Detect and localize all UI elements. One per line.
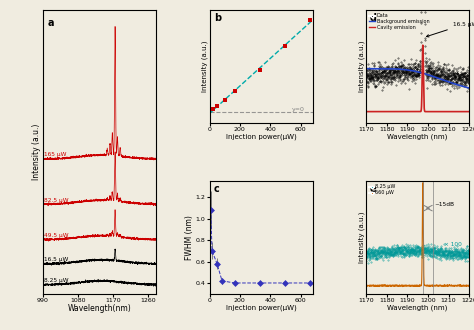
X-axis label: Wavelength(nm): Wavelength(nm) <box>68 304 131 313</box>
Y-axis label: Intensity (a.u.): Intensity (a.u.) <box>358 212 365 263</box>
Legend: 8.25 μW, 660 μW: 8.25 μW, 660 μW <box>368 183 397 196</box>
Text: ~15dB: ~15dB <box>434 202 454 207</box>
Text: b: b <box>214 13 221 23</box>
Text: d: d <box>369 13 376 23</box>
Text: 16.5 μW: 16.5 μW <box>44 257 68 262</box>
Text: × 100: × 100 <box>445 242 462 247</box>
Text: 165 μW: 165 μW <box>44 152 66 157</box>
Text: 16.5 μW: 16.5 μW <box>427 22 474 37</box>
Point <box>256 68 264 73</box>
Point <box>306 18 313 23</box>
X-axis label: Wavelength (nm): Wavelength (nm) <box>387 304 448 311</box>
Y-axis label: FWHM (nm): FWHM (nm) <box>185 215 194 260</box>
X-axis label: Injection power(μW): Injection power(μW) <box>226 304 297 311</box>
Text: 49.5 μW: 49.5 μW <box>44 233 68 238</box>
Y-axis label: Intensity (a.u.): Intensity (a.u.) <box>201 41 208 92</box>
Point <box>282 44 289 49</box>
Point <box>221 97 228 102</box>
Text: 8.25 μW: 8.25 μW <box>44 278 68 283</box>
Y-axis label: Intensity (a.u.): Intensity (a.u.) <box>32 124 41 180</box>
Text: y=0: y=0 <box>292 107 304 112</box>
Text: e: e <box>369 184 376 194</box>
X-axis label: Wavelength (nm): Wavelength (nm) <box>387 133 448 140</box>
Legend: Data, Background emission, Cavity emission: Data, Background emission, Cavity emissi… <box>368 12 430 31</box>
Point <box>210 106 217 112</box>
Point <box>213 103 221 109</box>
Y-axis label: Intensity (a.u.): Intensity (a.u.) <box>358 41 365 92</box>
Text: c: c <box>214 184 219 194</box>
Text: 82.5 μW: 82.5 μW <box>44 198 68 203</box>
Point <box>231 88 238 94</box>
X-axis label: Injection power(μW): Injection power(μW) <box>226 133 297 140</box>
Text: a: a <box>47 18 54 28</box>
